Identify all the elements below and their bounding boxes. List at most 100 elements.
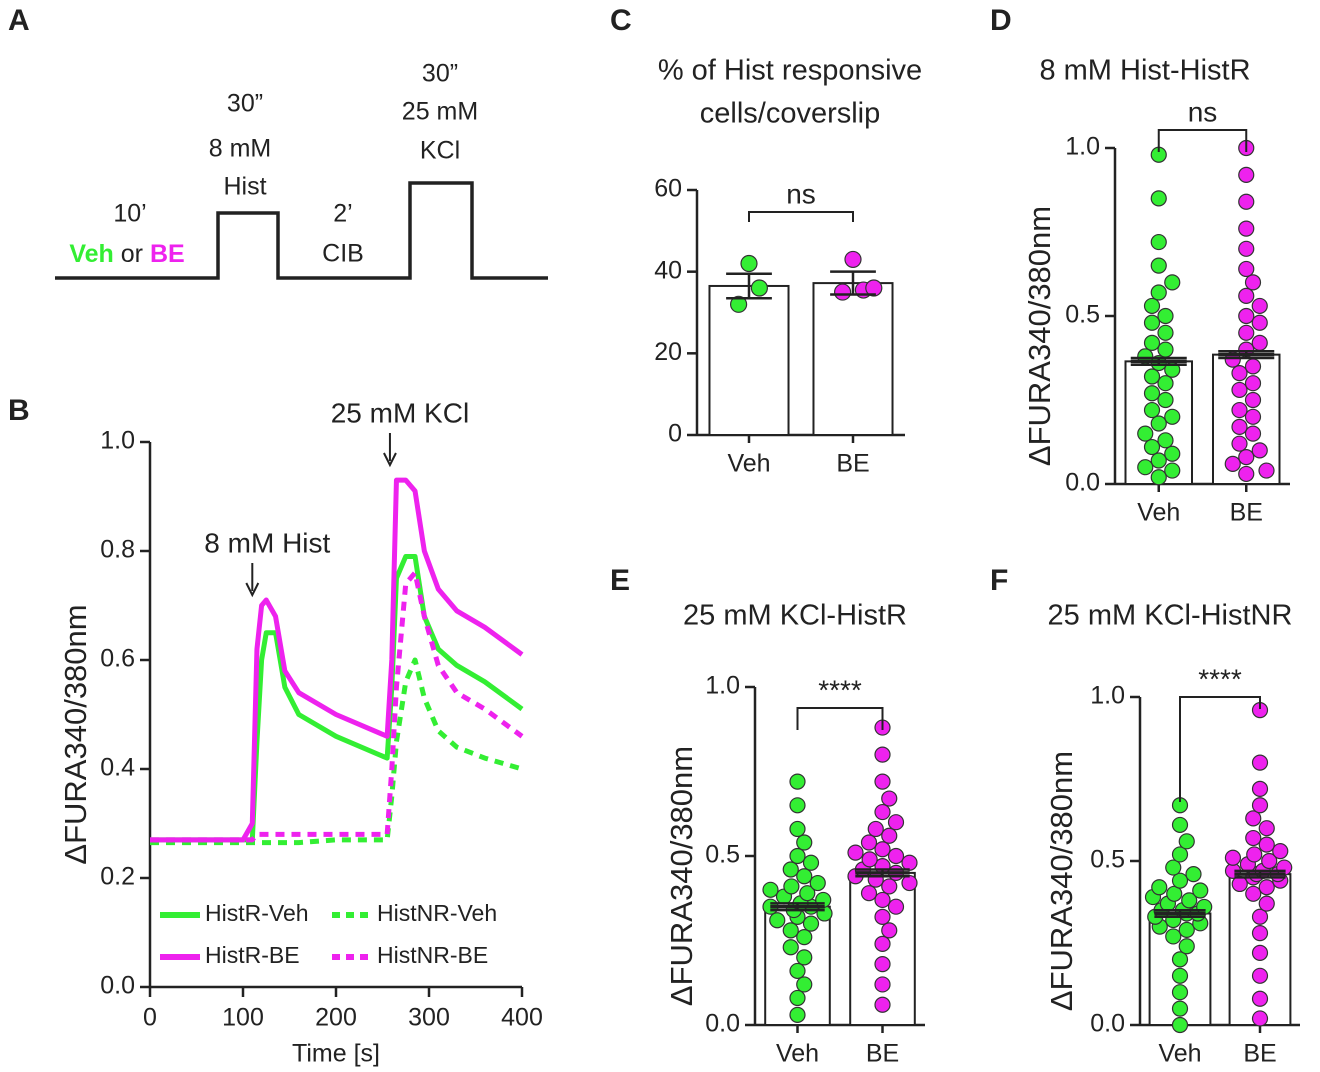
data-point: [1231, 401, 1248, 419]
data-point: [874, 746, 891, 763]
data-point: [782, 939, 799, 956]
x-tick-label: 200: [315, 1004, 357, 1032]
panel-letter: D: [990, 4, 1012, 37]
data-point: [1231, 365, 1248, 382]
data-point: [1171, 872, 1189, 889]
significance-bracket: [1157, 129, 1248, 152]
data-point: [901, 874, 918, 892]
data-point: [789, 773, 806, 790]
y-tick-label: 60: [654, 175, 682, 203]
data-point: [1164, 274, 1181, 291]
legend-label: HistR-BE: [205, 942, 300, 968]
cib-time: 2’: [333, 200, 352, 228]
data-point: [1143, 297, 1161, 315]
data-point: [1171, 816, 1189, 834]
y-tick-label: 1.0: [705, 672, 740, 700]
data-point: [1244, 274, 1262, 291]
hist-label: Hist: [223, 173, 266, 201]
data-point: [874, 803, 891, 821]
y-tick-label: 0.0: [1090, 1010, 1125, 1038]
data-point: [1245, 885, 1262, 902]
y-axis-label: ΔFURA340/380nm: [664, 746, 699, 1006]
data-point: [750, 279, 769, 297]
panel-letter: A: [8, 4, 30, 37]
data-point: [1157, 324, 1174, 341]
data-point: [887, 847, 905, 865]
data-point: [802, 854, 820, 871]
data-point: [1251, 442, 1268, 459]
data-point: [881, 790, 898, 807]
panel-letter: B: [8, 394, 30, 427]
data-point: [874, 956, 891, 973]
data-point: [1143, 334, 1161, 351]
y-tick-label: 0.5: [1065, 301, 1100, 329]
data-point: [865, 279, 883, 297]
data-point: [1157, 391, 1174, 409]
data-point: [789, 962, 806, 980]
hist-time: 30”: [227, 90, 263, 118]
legend-label: HistNR-BE: [377, 942, 488, 968]
data-point: [881, 878, 898, 895]
data-point: [1231, 381, 1248, 399]
data-point: [1246, 846, 1263, 863]
data-point: [782, 922, 799, 939]
data-point: [1150, 233, 1167, 251]
data-point: [1143, 401, 1161, 419]
data-point: [1164, 462, 1181, 479]
y-axis-label: ΔFURA340/380nm: [1022, 206, 1057, 466]
data-point: [789, 1006, 806, 1023]
y-tick-label: 0.4: [100, 754, 135, 782]
veh-label: Veh: [69, 240, 113, 268]
data-point: [802, 915, 820, 932]
annotation-arrowhead: [383, 452, 397, 468]
data-point: [1238, 193, 1255, 210]
data-point: [1258, 820, 1275, 837]
data-point: [1258, 879, 1275, 896]
data-point: [799, 885, 816, 902]
kcl-label: KCl: [420, 137, 460, 165]
data-point: [1137, 425, 1154, 442]
y-tick-label: 0.2: [100, 863, 135, 891]
data-point: [1224, 455, 1241, 472]
data-point: [782, 861, 799, 878]
data-point: [1157, 432, 1174, 449]
data-point: [729, 295, 748, 313]
significance-bracket: [1179, 696, 1261, 802]
y-tick-label: 0.5: [1090, 846, 1125, 874]
data-point: [1251, 797, 1269, 814]
data-point: [1251, 925, 1269, 942]
data-point: [1171, 1000, 1189, 1017]
data-point: [1251, 908, 1269, 925]
data-point: [1164, 408, 1181, 425]
data-point: [1238, 287, 1255, 304]
data-point: [1244, 425, 1262, 442]
chart-title: 25 mM KCl-HistNR: [1048, 600, 1293, 632]
data-point: [1244, 408, 1262, 425]
veh-time: 10’: [113, 200, 146, 228]
significance-bracket: [748, 211, 854, 222]
data-point: [847, 844, 864, 861]
x-tick-label: Veh: [1158, 1040, 1201, 1068]
panel-letter: F: [990, 564, 1008, 597]
data-point: [1272, 843, 1289, 860]
data-point: [887, 814, 905, 831]
data-point: [1238, 166, 1255, 183]
data-point: [789, 989, 806, 1007]
x-tick-label: 0: [143, 1004, 157, 1032]
data-point: [881, 827, 898, 844]
chart-title: 8 mM Hist-HistR: [1039, 55, 1250, 87]
data-point: [1137, 459, 1154, 476]
data-point: [1178, 921, 1195, 938]
data-point: [874, 841, 891, 858]
data-point: [844, 250, 862, 269]
data-point: [1261, 852, 1278, 870]
y-tick-label: 0.0: [100, 972, 135, 1000]
protocol-trace: [55, 181, 548, 280]
data-point: [1150, 415, 1167, 432]
data-point: [1251, 1010, 1269, 1027]
data-point: [1238, 449, 1255, 466]
data-point: [796, 949, 813, 966]
data-point: [860, 885, 878, 902]
data-point: [1251, 990, 1269, 1007]
data-point: [1157, 307, 1174, 325]
